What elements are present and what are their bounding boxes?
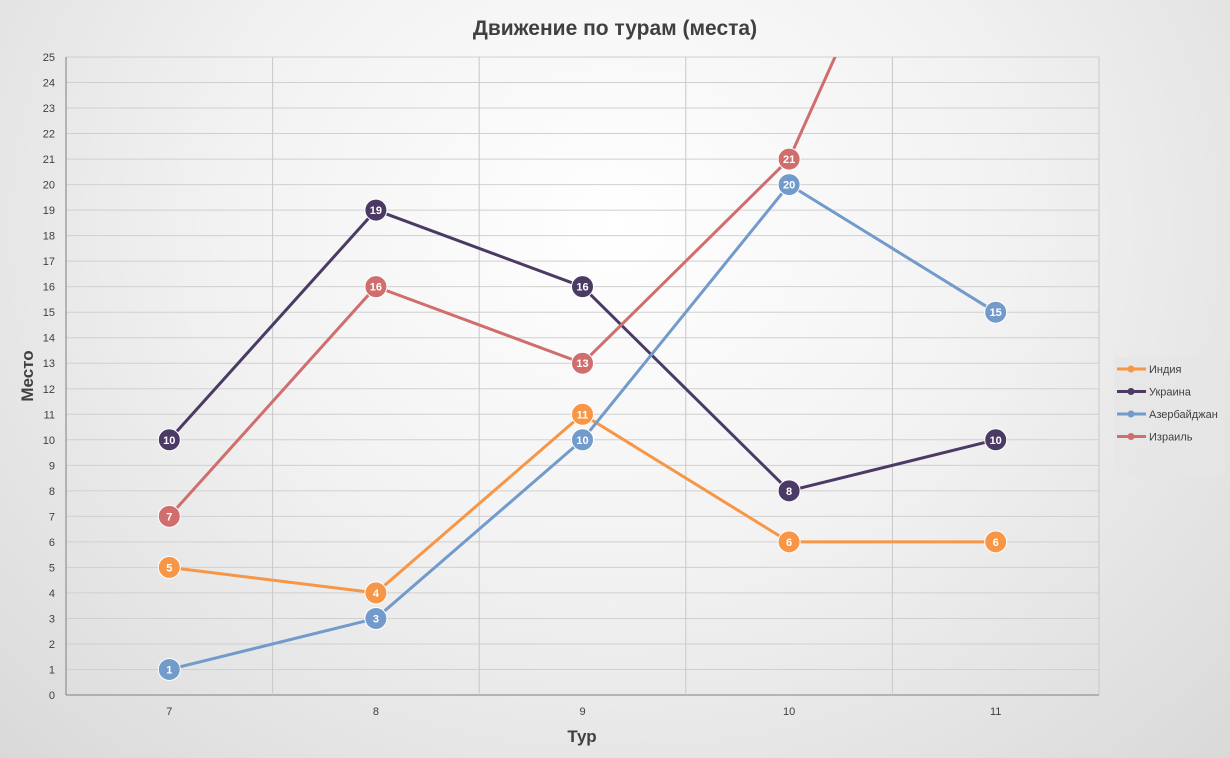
data-label: 5 xyxy=(166,562,172,574)
data-point xyxy=(984,428,1008,452)
y-tick-label: 9 xyxy=(49,460,55,472)
y-tick-label: 18 xyxy=(43,231,55,243)
y-tick-label: 21 xyxy=(43,154,55,166)
y-tick-label: 20 xyxy=(43,180,55,192)
data-point xyxy=(984,530,1008,554)
y-tick-label: 10 xyxy=(43,435,55,447)
data-point xyxy=(364,275,388,299)
x-tick-label: 10 xyxy=(783,706,795,718)
data-label: 4 xyxy=(373,588,380,600)
data-label: 21 xyxy=(783,154,795,166)
data-label: 10 xyxy=(990,435,1002,447)
legend-label: Азербайджан xyxy=(1149,409,1218,421)
y-tick-label: 14 xyxy=(43,333,55,345)
x-tick-label: 8 xyxy=(373,706,379,718)
data-label: 11 xyxy=(577,409,589,421)
x-tick-label: 11 xyxy=(990,706,1001,718)
y-tick-label: 12 xyxy=(43,384,55,396)
data-point xyxy=(571,351,594,375)
y-tick-label: 5 xyxy=(49,562,55,574)
y-tick-label: 4 xyxy=(49,588,55,600)
legend-label: Индия xyxy=(1149,364,1182,376)
data-point xyxy=(571,428,594,452)
data-label: 7 xyxy=(166,511,172,523)
data-point xyxy=(157,555,181,579)
data-point xyxy=(157,504,181,528)
y-tick-label: 7 xyxy=(49,511,55,523)
y-tick-label: 13 xyxy=(43,358,55,370)
data-point xyxy=(364,198,388,222)
y-tick-label: 11 xyxy=(44,409,55,421)
data-label: 8 xyxy=(786,486,792,498)
y-tick-label: 25 xyxy=(43,52,55,64)
y-tick-label: 23 xyxy=(43,103,55,115)
y-tick-label: 0 xyxy=(49,690,55,702)
y-tick-label: 1 xyxy=(49,664,55,676)
legend-marker xyxy=(1127,365,1135,373)
legend-label: Украина xyxy=(1149,387,1192,399)
y-tick-label: 17 xyxy=(43,256,55,268)
chart-title: Движение по турам (места) xyxy=(473,17,757,40)
data-point xyxy=(777,147,801,171)
data-label: 6 xyxy=(786,537,792,549)
data-label: 19 xyxy=(370,205,382,217)
data-point xyxy=(157,428,181,452)
data-label: 10 xyxy=(163,435,175,447)
data-point xyxy=(571,402,594,426)
data-label: 3 xyxy=(373,613,379,625)
y-tick-label: 22 xyxy=(43,129,55,141)
y-tick-label: 16 xyxy=(43,282,55,294)
data-label: 1 xyxy=(166,664,172,676)
y-tick-label: 3 xyxy=(49,613,55,625)
x-tick-label: 7 xyxy=(166,706,172,718)
data-label: 16 xyxy=(576,282,588,294)
legend-marker xyxy=(1127,410,1135,418)
y-tick-label: 19 xyxy=(43,205,55,217)
data-label: 10 xyxy=(576,435,588,447)
x-axis-label: Тур xyxy=(567,727,596,746)
data-label: 6 xyxy=(993,537,999,549)
y-tick-label: 2 xyxy=(49,639,55,651)
y-tick-label: 8 xyxy=(49,486,55,498)
data-point xyxy=(571,275,594,299)
data-point xyxy=(777,173,801,197)
y-axis-label: Место xyxy=(18,350,37,401)
y-tick-label: 24 xyxy=(43,78,55,90)
data-point xyxy=(157,657,181,681)
data-point xyxy=(777,530,801,554)
legend: Индия Украина Азербайджан Израиль xyxy=(1114,357,1224,475)
data-point xyxy=(984,300,1008,324)
data-label: 16 xyxy=(370,282,382,294)
legend-label: Израиль xyxy=(1149,432,1193,444)
x-tick-label: 9 xyxy=(579,706,585,718)
legend-marker xyxy=(1127,433,1135,440)
data-point xyxy=(777,479,801,503)
data-point xyxy=(364,606,388,630)
series-line-2 xyxy=(168,183,997,671)
data-label: 20 xyxy=(783,180,795,192)
y-tick-label: 6 xyxy=(49,537,55,549)
y-tick-label: 15 xyxy=(43,307,55,319)
data-label: 13 xyxy=(576,358,588,370)
data-label: 15 xyxy=(990,307,1002,319)
data-point xyxy=(364,581,388,605)
legend-marker xyxy=(1127,388,1135,395)
